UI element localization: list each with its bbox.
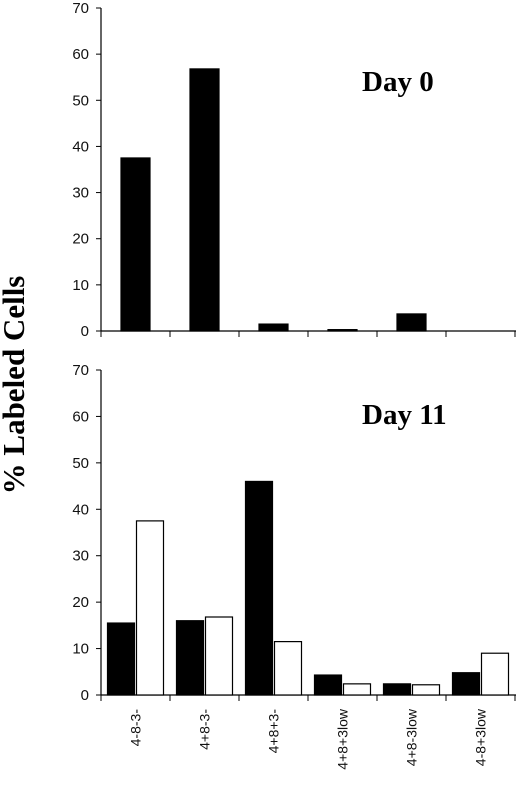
y-tick-label: 10 (72, 277, 89, 294)
bar-filled (313, 674, 343, 696)
x-category-label: 4+8-3low (404, 708, 420, 766)
y-tick-label: 10 (72, 641, 89, 658)
y-tick-label: 70 (72, 0, 89, 17)
panel-title-day-11: Day 11 (362, 399, 447, 431)
y-tick-label: 50 (72, 92, 89, 109)
bar-filled (189, 68, 220, 332)
bar-filled (396, 313, 427, 332)
y-tick-label: 70 (72, 362, 89, 379)
bar-filled (327, 329, 358, 332)
x-category-label: 4-8+3low (473, 708, 489, 766)
y-tick-label: 40 (72, 138, 89, 155)
bar-filled (451, 672, 481, 696)
y-tick-label: 30 (72, 548, 89, 565)
bar-filled (258, 323, 289, 332)
x-category-label: 4+8+3- (266, 709, 282, 754)
y-tick-label: 0 (81, 323, 89, 340)
panel-title-day-0: Day 0 (362, 66, 434, 98)
x-category-label: 4-8-3- (128, 709, 144, 747)
bar-filled (120, 157, 151, 332)
bar-open (342, 683, 372, 696)
y-tick-label: 20 (72, 594, 89, 611)
y-tick-label: 0 (81, 687, 89, 704)
y-axis-label: % Labeled Cells (0, 276, 31, 495)
bar-open (204, 616, 234, 696)
y-tick-label: 30 (72, 185, 89, 202)
bar-filled (106, 622, 136, 696)
y-tick-label: 20 (72, 231, 89, 248)
bar-filled (175, 620, 205, 696)
bar-open (273, 641, 303, 696)
bar-filled (382, 683, 412, 696)
y-tick-label: 60 (72, 408, 89, 425)
y-tick-label: 60 (72, 46, 89, 63)
x-category-label: 4+8+3low (335, 708, 351, 770)
bar-open (411, 684, 441, 696)
bar-open (480, 652, 510, 696)
bar-open (135, 520, 165, 696)
y-tick-label: 50 (72, 455, 89, 472)
x-category-label: 4+8-3- (197, 709, 213, 750)
bar-filled (244, 480, 274, 696)
y-tick-label: 40 (72, 501, 89, 518)
